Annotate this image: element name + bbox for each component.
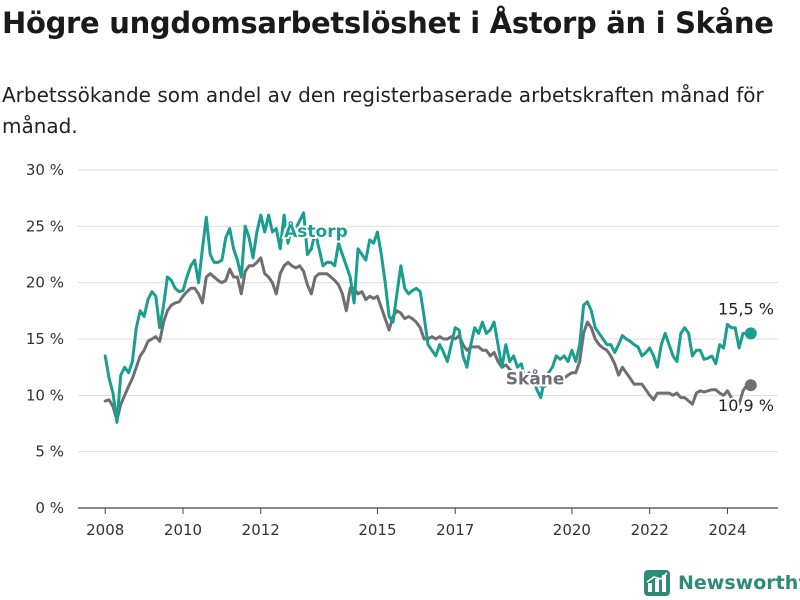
series-label-astorp: Åstorp [284,219,348,242]
y-tick-label: 0 % [35,499,64,517]
series-end-marker-astorp [744,327,757,340]
series-line-astorp [103,211,753,424]
end-value-label-astorp: 15,5 % [718,299,774,318]
series-label-skane: Skåne [506,367,565,389]
series-end-marker-skane [744,379,757,392]
y-tick-label: 10 % [26,386,64,404]
x-tick-label: 2015 [358,521,396,539]
newsworthy-logo-icon [644,570,670,596]
chart-title: Högre ungdomsarbetslöshet i Åstorp än i … [2,6,774,40]
y-tick-label: 30 % [26,161,64,179]
x-tick-label: 2022 [631,521,669,539]
x-tick-label: 2024 [708,521,746,539]
y-tick-label: 20 % [26,274,64,292]
x-tick-label: 2020 [553,521,591,539]
end-value-label-skane: 10,9 % [718,396,774,415]
x-tick-label: 2017 [436,521,474,539]
x-tick-label: 2012 [242,521,280,539]
y-tick-label: 15 % [26,330,64,348]
x-tick-label: 2008 [86,521,124,539]
y-tick-label: 5 % [35,443,64,461]
x-tick-label: 2010 [164,521,202,539]
chart-subtitle: Arbetssökande som andel av den registerb… [2,83,764,138]
brand-name: Newsworthy [678,572,800,594]
y-tick-label: 25 % [26,217,64,235]
brand-logo[interactable]: Newsworthy [644,570,800,596]
